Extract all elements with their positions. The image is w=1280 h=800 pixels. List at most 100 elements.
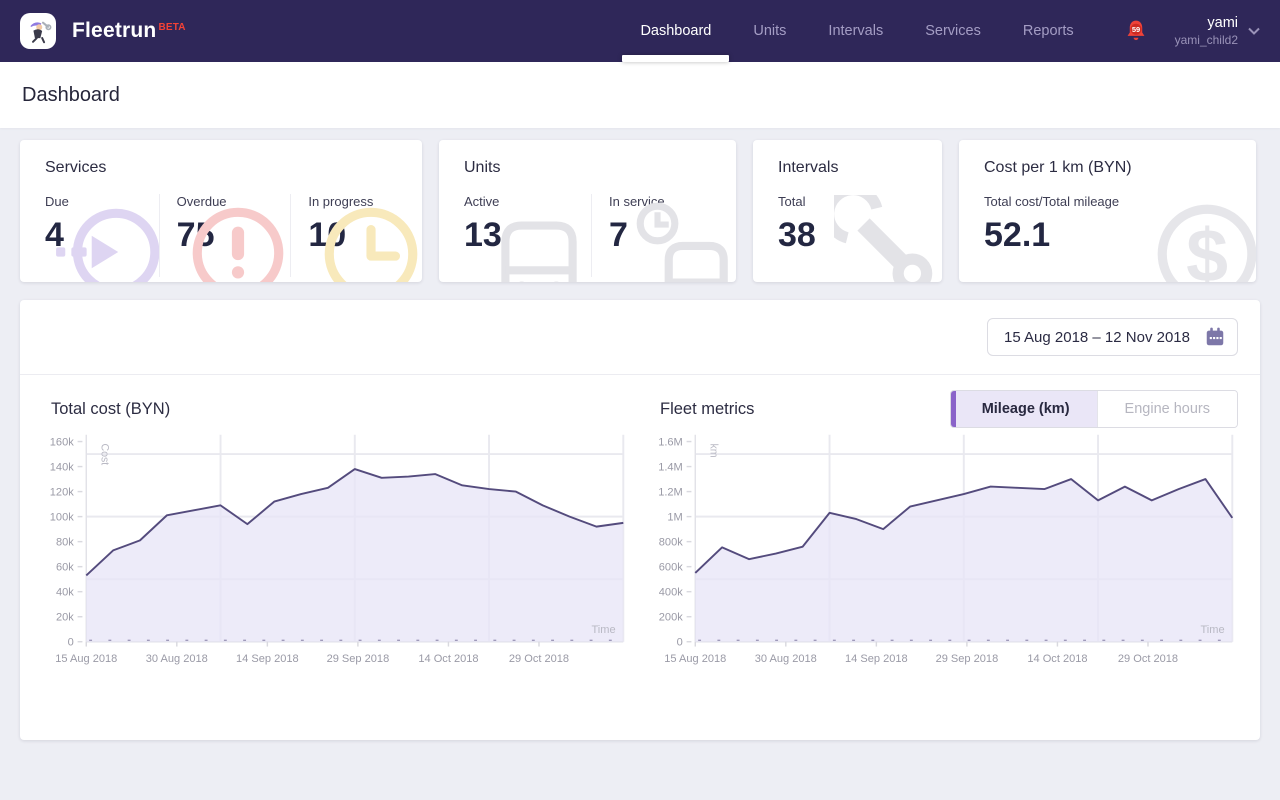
fleet-metrics-chart: Fleet metrics Mileage (km) Engine hours 0… [641, 388, 1250, 674]
stat-services-due: Due 4 [45, 194, 160, 282]
stat-services-in-progress: In progress 10 [290, 194, 422, 282]
svg-text:Time: Time [1200, 624, 1224, 636]
stat-units-active: Active 13 [464, 194, 591, 282]
svg-text:80k: 80k [56, 536, 74, 548]
total-cost-chart: Total cost (BYN) 0 20k 40k 60k 80k 100k 120k 14… [32, 388, 641, 674]
svg-text:200k: 200k [659, 612, 683, 624]
app-header: Fleetrun BETA Dashboard Units Intervals Serv… [0, 0, 1280, 62]
stat-label: Due [45, 194, 69, 209]
user-menu[interactable]: yami yami_child2 [1175, 14, 1260, 47]
notification-count: 59 [1131, 25, 1139, 34]
charts-row: Total cost (BYN) 0 20k 40k 60k 80k 100k 120k 14… [20, 375, 1260, 674]
stat-label: Total cost/Total mileage [984, 194, 1120, 209]
page-title-bar: Dashboard [0, 62, 1280, 128]
svg-text:140k: 140k [50, 461, 74, 473]
fleetrun-logo-icon [20, 13, 56, 49]
svg-text:1.2M: 1.2M [658, 486, 683, 498]
nav-item-services[interactable]: Services [925, 23, 981, 39]
fleet-metrics-svg: 0 200k 400k 600k 800k 1M 1.2M 1.4M 1.6M 15 Aug 20… [658, 434, 1234, 665]
svg-text:60k: 60k [56, 562, 74, 574]
svg-text:15 Aug 2018: 15 Aug 2018 [664, 653, 726, 665]
svg-text:120k: 120k [50, 486, 74, 498]
main-nav: Dashboard Units Intervals Services Reports [619, 0, 1094, 62]
svg-text:0: 0 [677, 637, 683, 649]
svg-text:30 Aug 2018: 30 Aug 2018 [755, 653, 817, 665]
stat-card-title: Units [464, 159, 501, 176]
fleet-metrics-chart-title: Fleet metrics [660, 399, 755, 418]
user-name: yami [1207, 15, 1238, 32]
stat-card-title: Services [45, 159, 107, 176]
stat-cards: Services Due 4 Overdue 75 In progress 10 Units A… [20, 140, 1260, 282]
notifications-button[interactable]: 59 [1125, 18, 1147, 44]
toggle-mileage-km[interactable]: Mileage (km) [950, 391, 1097, 427]
total-cost-svg: 0 20k 40k 60k 80k 100k 120k 140k 160k 15 Aug 2018… [50, 434, 625, 665]
svg-text:160k: 160k [50, 436, 74, 448]
nav-item-intervals[interactable]: Intervals [828, 23, 884, 39]
svg-text:14 Sep 2018: 14 Sep 2018 [845, 653, 908, 665]
svg-text:14 Oct 2018: 14 Oct 2018 [418, 653, 478, 665]
stat-label: In progress [308, 194, 374, 209]
svg-text:800k: 800k [659, 536, 683, 548]
stat-card-cost-per-1-km-byn: Cost per 1 km (BYN) Total cost/Total mile… [959, 140, 1256, 282]
svg-text:20k: 20k [56, 612, 74, 624]
beta-badge: BETA [158, 22, 186, 33]
svg-text:29 Oct 2018: 29 Oct 2018 [509, 653, 569, 665]
charts-panel-toolbar: 15 Aug 2018 – 12 Nov 2018 [20, 300, 1260, 375]
svg-text:14 Sep 2018: 14 Sep 2018 [236, 653, 299, 665]
toggle-engine-hours[interactable]: Engine hours [1096, 391, 1237, 427]
nav-item-units[interactable]: Units [753, 23, 787, 39]
stat-units-in-service: In service 7 [591, 194, 736, 282]
fleet-metrics-chart-plot: 0 200k 400k 600k 800k 1M 1.2M 1.4M 1.6M 15 Aug 20… [651, 430, 1240, 674]
stat-label: Total [778, 194, 806, 209]
stat-card-title: Cost per 1 km (BYN) [984, 159, 1132, 176]
stat-value: 7 [609, 216, 628, 254]
app-title: Fleetrun BETA [72, 19, 186, 42]
svg-text:29 Sep 2018: 29 Sep 2018 [327, 653, 390, 665]
calendar-icon [1204, 326, 1226, 348]
svg-text:29 Oct 2018: 29 Oct 2018 [1118, 653, 1178, 665]
date-range-value: 15 Aug 2018 – 12 Nov 2018 [1004, 328, 1190, 346]
dashboard-content: Services Due 4 Overdue 75 In progress 10 Units A… [0, 128, 1280, 740]
chevron-down-icon [1248, 27, 1260, 35]
stat-card-intervals: Intervals Total 38 [753, 140, 942, 282]
stat-intervals-total: Total 38 [778, 184, 942, 282]
stat-value: 4 [45, 216, 64, 254]
stat-services-overdue: Overdue 75 [158, 194, 291, 282]
svg-text:40k: 40k [56, 587, 74, 599]
svg-text:1.6M: 1.6M [658, 436, 683, 448]
stat-label: In service [609, 194, 665, 209]
total-cost-chart-plot: 0 20k 40k 60k 80k 100k 120k 140k 160k 15 Aug 2018… [42, 430, 631, 674]
stat-label: Overdue [176, 194, 227, 209]
svg-text:1M: 1M [667, 511, 682, 523]
fleetrun-brand[interactable]: Fleetrun BETA [20, 13, 186, 49]
stat-label: Active [464, 194, 500, 209]
stat-value: 10 [308, 216, 347, 254]
bell-icon: 59 [1127, 20, 1145, 41]
stat-card-title: Intervals [778, 159, 839, 176]
svg-text:400k: 400k [659, 587, 683, 599]
svg-text:0: 0 [68, 637, 74, 649]
stat-card-services: Services Due 4 Overdue 75 In progress 10 [20, 140, 422, 282]
svg-text:1.4M: 1.4M [658, 461, 683, 473]
stat-cost-per-1-km-byn-total-cost-total-mileage: Total cost/Total mileage 52.1 $ [984, 194, 1256, 282]
metric-toggle: Mileage (km) Engine hours [949, 390, 1238, 428]
svg-text:30 Aug 2018: 30 Aug 2018 [146, 653, 208, 665]
svg-text:Time: Time [591, 624, 615, 636]
svg-text:Cost: Cost [99, 443, 111, 465]
stat-value: 38 [778, 216, 816, 254]
charts-panel: 15 Aug 2018 – 12 Nov 2018 [20, 300, 1260, 740]
nav-item-dashboard[interactable]: Dashboard [619, 0, 732, 62]
stat-value: 75 [176, 216, 215, 254]
total-cost-chart-title: Total cost (BYN) [51, 399, 171, 418]
svg-text:14 Oct 2018: 14 Oct 2018 [1027, 653, 1087, 665]
nav-item-reports[interactable]: Reports [1022, 23, 1074, 39]
svg-text:29 Sep 2018: 29 Sep 2018 [936, 653, 999, 665]
stat-value: 13 [464, 216, 502, 254]
stat-card-units: Units Active 13 In service 7 [439, 140, 736, 282]
svg-text:15 Aug 2018: 15 Aug 2018 [55, 653, 117, 665]
svg-text:100k: 100k [50, 511, 74, 523]
stat-value: 52.1 [984, 216, 1051, 254]
svg-text:600k: 600k [659, 562, 683, 574]
date-range-picker[interactable]: 15 Aug 2018 – 12 Nov 2018 [987, 318, 1238, 356]
page-title: Dashboard [22, 83, 120, 106]
